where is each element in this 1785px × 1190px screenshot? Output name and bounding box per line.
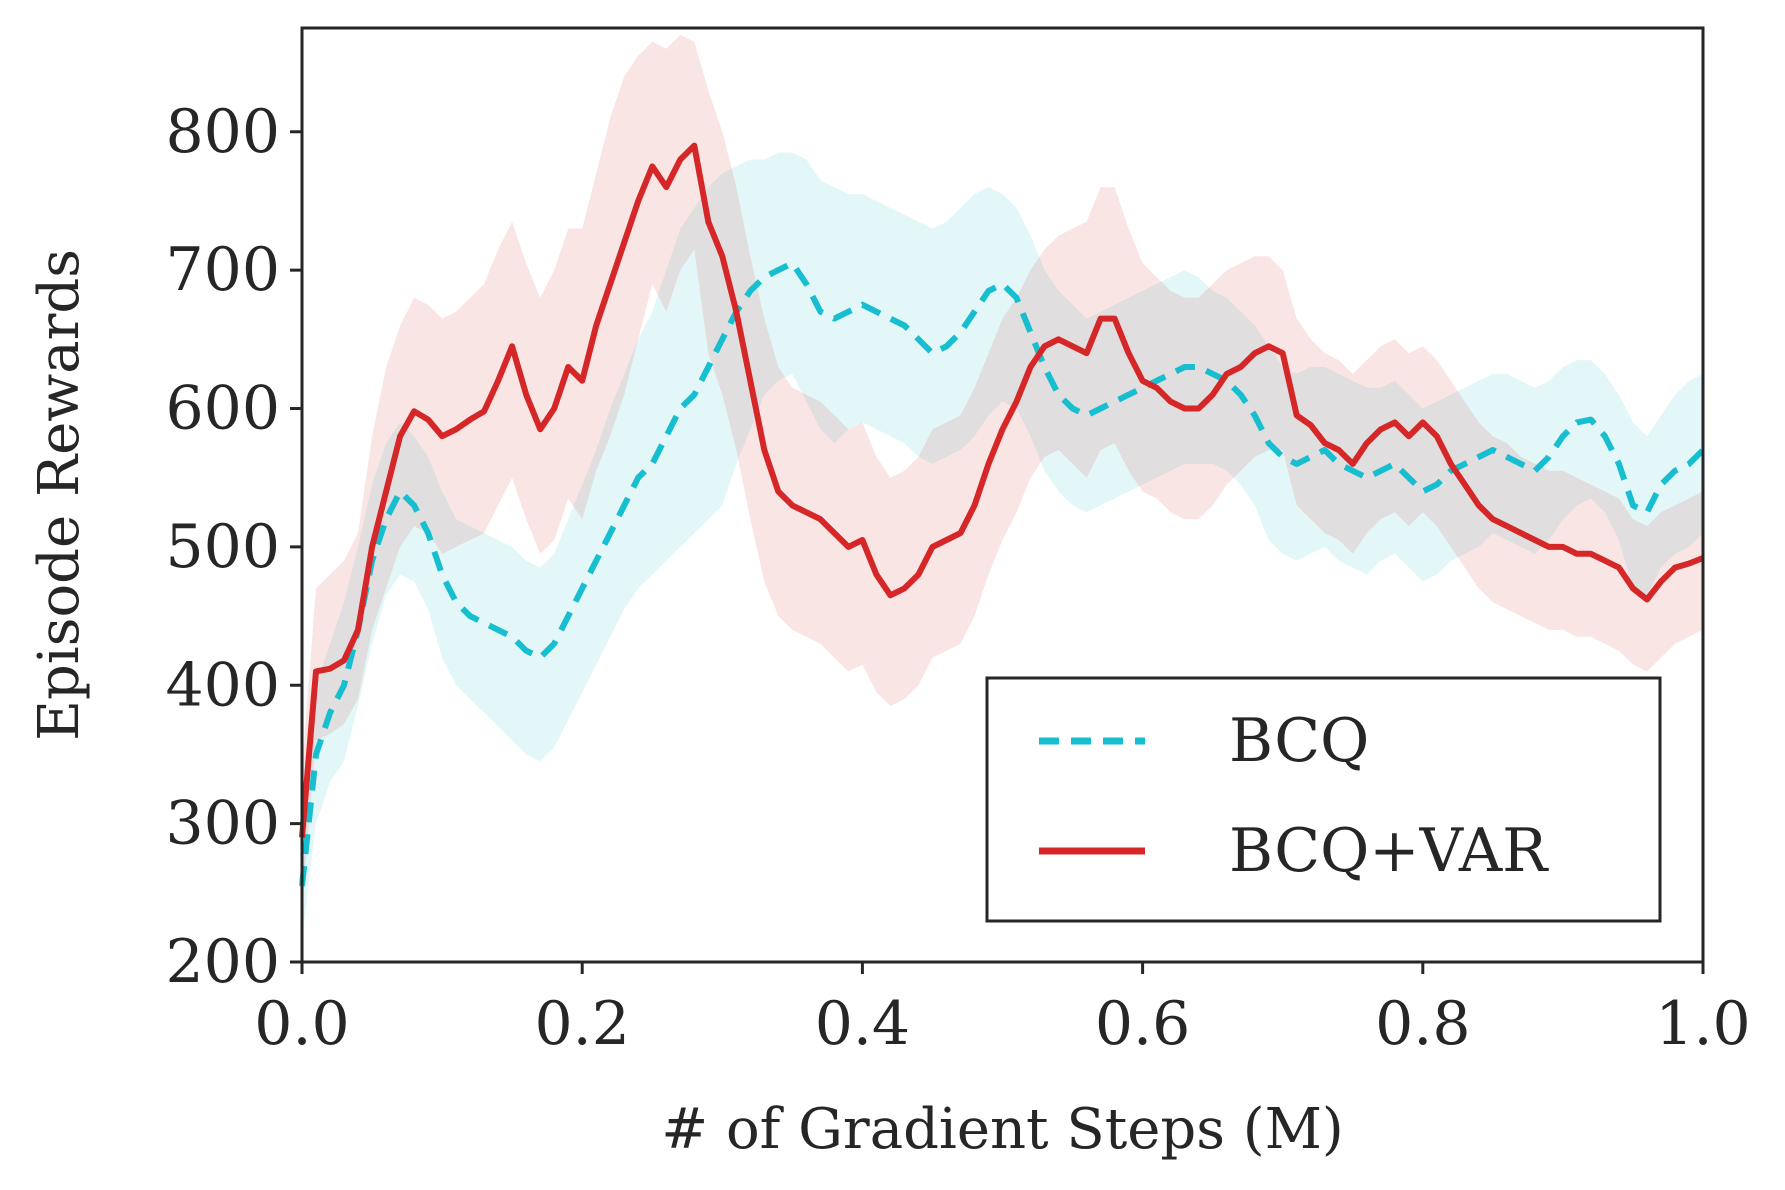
- y-tick-label: 300: [165, 789, 280, 859]
- legend-label-bcq-var: BCQ+VAR: [1229, 816, 1549, 886]
- y-tick-label: 500: [165, 512, 280, 582]
- legend-label-bcq: BCQ: [1229, 706, 1369, 776]
- y-tick-label: 200: [165, 927, 280, 997]
- y-tick-label: 600: [165, 374, 280, 444]
- legend: BCQ BCQ+VAR: [985, 676, 1662, 923]
- y-axis-title: Episode Rewards: [27, 249, 92, 741]
- bcq-var-line: [299, 142, 1705, 838]
- bcq-band: [302, 152, 1703, 942]
- x-tick-label: 0.8: [1375, 989, 1470, 1059]
- y-tick-label: 800: [165, 97, 280, 167]
- y-tick-label: 700: [165, 235, 280, 305]
- x-tick-label: 0.0: [254, 989, 349, 1059]
- series-lines: [299, 142, 1706, 887]
- x-tick-label: 1.0: [1655, 989, 1750, 1059]
- x-axis-title: # of Gradient Steps (M): [661, 1097, 1344, 1162]
- y-tick-label: 400: [165, 650, 280, 720]
- x-tick-label: 0.4: [815, 989, 910, 1059]
- confidence-bands: [302, 34, 1703, 942]
- plot-frame: [300, 26, 1705, 964]
- x-tick-label: 0.2: [534, 989, 629, 1059]
- bcq-var-band: [302, 34, 1703, 907]
- x-tick-label: 0.6: [1095, 989, 1190, 1059]
- legend-box: [985, 676, 1662, 923]
- y-axis-ticks: 200 300 400 500 600 700 800: [165, 97, 302, 997]
- x-axis-ticks: 0.0 0.2 0.4 0.6 0.8 1.0: [254, 962, 1751, 1059]
